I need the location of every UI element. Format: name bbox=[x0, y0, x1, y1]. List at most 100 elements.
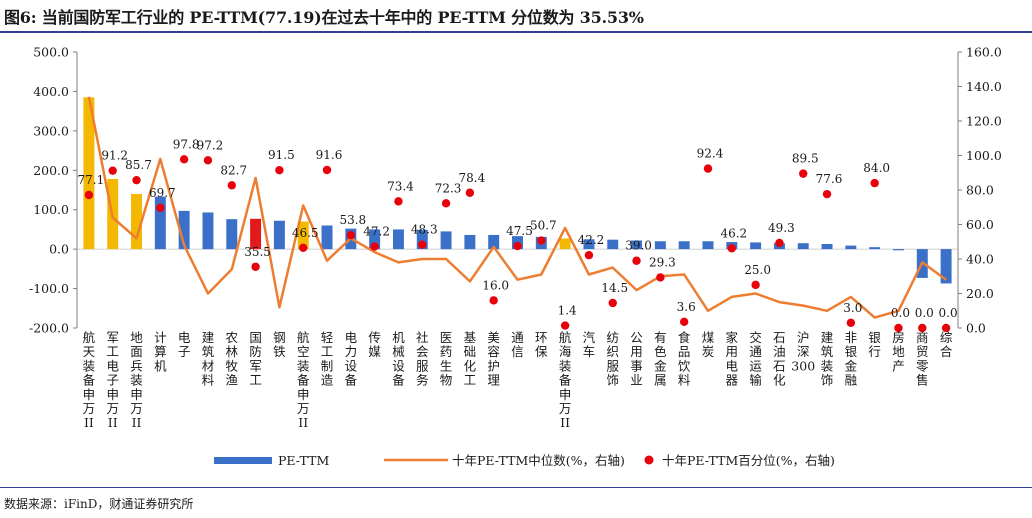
left-tick-label: 200.0 bbox=[33, 163, 69, 178]
percentile-dot-社会服务 bbox=[418, 240, 427, 249]
percentile-dot-家用电器 bbox=[727, 244, 736, 253]
percentile-dot-航天装备申万II bbox=[84, 190, 94, 200]
percentile-label-轻工制造: 91.6 bbox=[316, 148, 343, 162]
percentile-dot-交通运输 bbox=[751, 280, 760, 290]
median-line-group bbox=[87, 96, 947, 319]
legend-swatch-dot bbox=[644, 455, 654, 465]
source-note: 数据来源：iFinD，财通证券研究所 bbox=[4, 497, 194, 511]
percentile-dot-航空装备申万II bbox=[299, 243, 308, 252]
bar-交通运输 bbox=[750, 242, 762, 250]
percentile-dot-基础化工 bbox=[465, 188, 475, 197]
bar-航海装备申万II bbox=[559, 238, 571, 250]
legend-label-percentile: 十年PE-TTM百分位(%，右轴) bbox=[662, 453, 835, 468]
category-label-汽车: 汽车 bbox=[583, 330, 596, 359]
category-label-房地产: 房地产 bbox=[892, 330, 905, 373]
category-label-银行: 银行 bbox=[868, 330, 881, 359]
percentile-label-银行: 84.0 bbox=[863, 161, 890, 175]
percentile-dot-公用事业 bbox=[632, 256, 641, 265]
percentile-label-汽车: 42.2 bbox=[578, 233, 605, 247]
pe-ttm-combo-chart: -200.0 -100.0 0.0 100.0 200.0 300.0 400.0 500.0… bbox=[29, 45, 1002, 469]
percentile-dot-军工电子申万II bbox=[108, 166, 117, 175]
category-label-轻工制造: 轻工制造 bbox=[321, 330, 334, 388]
category-label-电力设备: 电力设备 bbox=[345, 330, 358, 388]
percentile-dot-沪深300 bbox=[799, 169, 808, 178]
median-line bbox=[87, 96, 947, 319]
bar-建筑材料 bbox=[202, 212, 214, 250]
category-label-社会服务: 社会服务 bbox=[416, 330, 429, 388]
category-label-航空装备申万II: 航空装备申万 II bbox=[297, 330, 310, 430]
percentile-label-公用事业: 39.0 bbox=[625, 239, 652, 253]
percentile-dots-group bbox=[84, 155, 951, 333]
bar-轻工制造 bbox=[321, 225, 333, 250]
category-label-建筑装饰: 建筑装饰 bbox=[821, 330, 834, 388]
percentile-label-机械设备: 73.4 bbox=[387, 179, 414, 193]
figure-title: 图6: 当前国防军工行业的 PE-TTM(77.19)在过去十年中的 PE-TT… bbox=[4, 8, 644, 27]
bar-电子 bbox=[178, 210, 190, 250]
percentile-dot-汽车 bbox=[584, 251, 594, 260]
percentile-label-商贸零售: 0.0 bbox=[915, 306, 934, 320]
bar-航天装备申万II bbox=[83, 97, 95, 250]
percentile-label-地面兵装申万II: 85.7 bbox=[125, 158, 152, 172]
category-label-食品饮料: 食品饮料 bbox=[678, 330, 691, 388]
legend-label-pe-ttm: PE-TTM bbox=[278, 453, 329, 468]
category-label-交通运输: 交通运输 bbox=[749, 330, 762, 388]
percentile-dot-环保 bbox=[537, 236, 546, 245]
category-labels-group: 航天装备申万 II 军工电子申万 II 地面兵装申万 II 计算机电子建筑材料农林牧渔国防军… bbox=[83, 330, 953, 430]
left-tick-label: 500.0 bbox=[33, 45, 69, 60]
category-label-医药生物: 医药生物 bbox=[440, 330, 453, 388]
percentile-dot-计算机 bbox=[156, 203, 165, 212]
percentile-label-非银金融: 3.0 bbox=[843, 301, 862, 315]
percentile-label-沪深300: 89.5 bbox=[792, 152, 819, 166]
percentile-dot-石油石化 bbox=[775, 238, 784, 248]
bar-钢铁 bbox=[273, 220, 285, 250]
right-tick-label: 60.0 bbox=[966, 217, 994, 232]
category-label-通信: 通信 bbox=[511, 330, 524, 359]
category-label-纺织服饰: 纺织服饰 bbox=[606, 330, 619, 388]
percentile-label-航空装备申万II: 46.5 bbox=[292, 226, 319, 240]
percentile-label-医药生物: 72.3 bbox=[435, 181, 462, 195]
bar-地面兵装申万II bbox=[131, 193, 143, 250]
bar-传媒 bbox=[369, 229, 381, 250]
bar-基础化工 bbox=[464, 234, 476, 250]
right-tick-label: 160.0 bbox=[966, 45, 1002, 60]
percentile-label-军工电子申万II: 91.2 bbox=[101, 149, 128, 163]
category-label-农林牧渔: 农林牧渔 bbox=[226, 330, 239, 388]
left-tick-label: 300.0 bbox=[33, 123, 69, 138]
right-tick-label: 120.0 bbox=[966, 114, 1002, 129]
category-label-钢铁: 钢铁 bbox=[273, 330, 286, 359]
percentile-dot-房地产 bbox=[894, 323, 903, 333]
percentile-label-综合: 0.0 bbox=[939, 306, 958, 320]
bar-机械设备 bbox=[392, 229, 404, 250]
percentile-label-计算机: 69.7 bbox=[149, 186, 176, 200]
bar-沪深300 bbox=[797, 243, 809, 250]
percentile-dot-电子 bbox=[179, 155, 189, 164]
category-label-军工电子申万II: 军工电子申万 II bbox=[106, 330, 119, 430]
percentile-dot-国防军工 bbox=[251, 262, 260, 271]
category-label-机械设备: 机械设备 bbox=[392, 330, 405, 388]
category-label-综合: 综合 bbox=[940, 330, 953, 359]
bar-非银金融 bbox=[845, 245, 857, 250]
bar-纺织服饰 bbox=[607, 239, 619, 250]
category-label-计算机: 计算机 bbox=[154, 330, 167, 373]
right-tick-label: 80.0 bbox=[966, 183, 994, 198]
percentile-label-环保: 50.7 bbox=[530, 219, 557, 233]
category-label-传媒: 传媒 bbox=[368, 330, 381, 359]
percentile-dot-传媒 bbox=[370, 242, 379, 251]
bar-计算机 bbox=[154, 196, 166, 250]
bars-group bbox=[83, 97, 952, 284]
footer-rule bbox=[0, 487, 1032, 488]
percentile-dot-煤炭 bbox=[703, 164, 713, 173]
percentile-dot-轻工制造 bbox=[322, 165, 332, 175]
right-tick-label: 20.0 bbox=[966, 286, 994, 301]
percentile-dot-农林牧渔 bbox=[227, 181, 236, 190]
percentile-dot-美容护理 bbox=[489, 296, 498, 305]
left-tick-label: -100.0 bbox=[29, 281, 69, 296]
bar-医药生物 bbox=[440, 231, 452, 250]
bar-农林牧渔 bbox=[226, 219, 238, 250]
bar-建筑装饰 bbox=[821, 244, 833, 250]
percentile-label-电子: 97.8 bbox=[173, 137, 200, 151]
category-label-环保: 环保 bbox=[535, 330, 548, 359]
percentile-label-航海装备申万II: 1.4 bbox=[558, 304, 577, 318]
bar-综合 bbox=[940, 249, 952, 284]
percentile-label-交通运输: 25.0 bbox=[744, 263, 771, 277]
